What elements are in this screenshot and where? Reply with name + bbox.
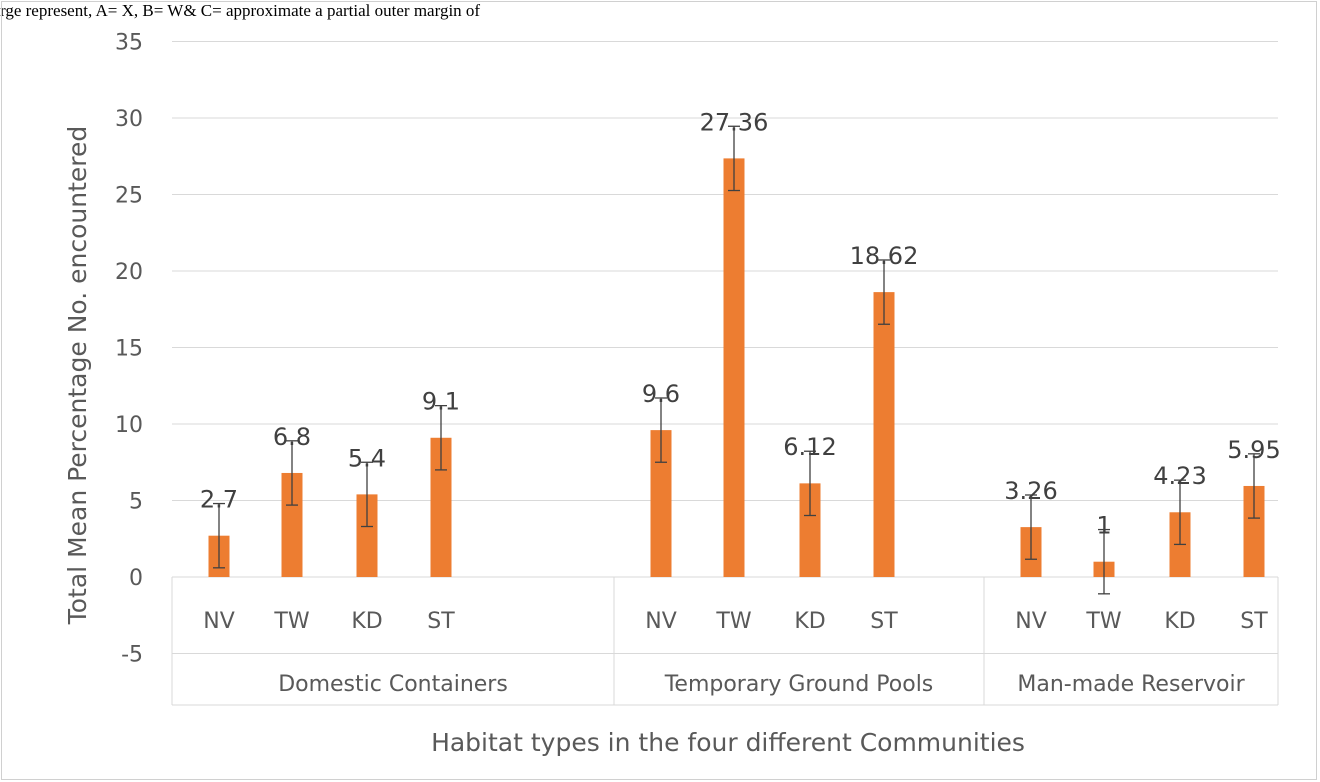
y-tick-label: 0 [129, 566, 143, 591]
error-bar [878, 259, 890, 325]
data-label: 9.1 [422, 388, 460, 416]
bar [356, 494, 378, 577]
error-bar [435, 404, 447, 471]
x-category-label: TW [1085, 609, 1121, 634]
y-tick-label: 5 [129, 490, 143, 515]
error-bar [286, 440, 298, 506]
y-tick-label: 20 [115, 260, 143, 285]
x-group-label: Domestic Containers [278, 672, 508, 697]
error-bar [1248, 453, 1260, 519]
x-category-label: ST [1240, 609, 1268, 634]
bar [799, 483, 821, 577]
x-category-label: NV [203, 609, 235, 634]
data-labels: 2.7 6.8 5.4 9.1 9.6 27.36 6.12 18.62 3.26 1 4.23 5.… [200, 108, 1281, 539]
x-category-label: TW [273, 609, 309, 634]
error-bar [804, 450, 816, 517]
data-label: 1 [1096, 512, 1111, 540]
data-label: 9.6 [642, 380, 680, 408]
x-group-label: Temporary Ground Pools [664, 672, 934, 697]
y-axis-title: Total Mean Percentage No. encountered [63, 126, 92, 626]
x-category-label: ST [427, 609, 455, 634]
bars [208, 158, 1265, 577]
data-label: 4.23 [1153, 462, 1206, 490]
bar [650, 430, 672, 577]
x-group-label: Man-made Reservoir [1017, 672, 1245, 697]
y-tick-label: 15 [115, 337, 143, 362]
bar [281, 472, 303, 577]
data-label: 5.4 [348, 444, 386, 472]
x-group-labels: Domestic Containers Temporary Ground Pool… [278, 672, 1245, 697]
data-label: 27.36 [700, 108, 769, 136]
data-label: 6.12 [783, 433, 836, 461]
y-tick-label: 30 [115, 107, 143, 132]
x-category-label: TW [715, 609, 751, 634]
data-label: 3.26 [1004, 477, 1057, 505]
y-tick-label: 10 [115, 413, 143, 438]
error-bar [1025, 494, 1037, 560]
error-bar [361, 461, 373, 528]
data-label: 2.7 [200, 486, 238, 514]
bar [873, 292, 895, 577]
error-bar [1098, 528, 1110, 595]
error-bar [1174, 479, 1186, 546]
x-category-label: KD [794, 609, 825, 634]
data-label: 6.8 [273, 423, 311, 451]
x-category-label: NV [645, 609, 677, 634]
data-label: 5.95 [1227, 436, 1280, 464]
x-category-label: KD [351, 609, 382, 634]
bar [430, 437, 452, 577]
bar [1243, 485, 1265, 577]
error-bar [213, 502, 225, 569]
y-tick-labels: -5 0 5 10 15 20 25 30 35 [115, 31, 143, 668]
x-category-label: ST [870, 609, 898, 634]
x-category-labels: NV TW KD ST NV TW KD ST NV TW KD ST [203, 609, 1268, 634]
error-bar [655, 397, 667, 463]
x-axis-title: Habitat types in the four different Comm… [431, 728, 1025, 757]
error-bar [728, 125, 740, 192]
x-category-label: KD [1164, 609, 1195, 634]
x-category-label: NV [1015, 609, 1047, 634]
data-label: 18.62 [850, 242, 919, 270]
bar [723, 158, 745, 577]
error-bars [213, 125, 1260, 595]
page-top-text: rge represent, A= X, B= W& C= approximat… [0, 1, 481, 20]
y-tick-label: -5 [121, 643, 143, 668]
y-tick-label: 25 [115, 184, 143, 209]
y-tick-label: 35 [115, 31, 143, 56]
